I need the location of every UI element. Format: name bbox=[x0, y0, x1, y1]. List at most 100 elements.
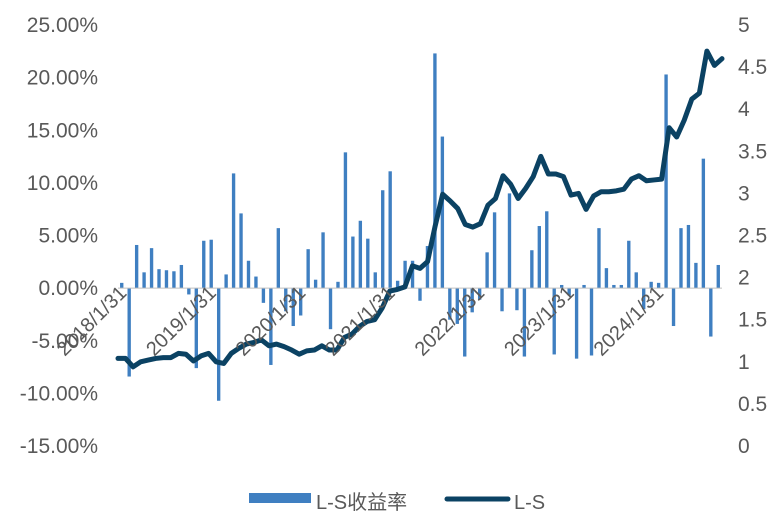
bar bbox=[142, 272, 146, 289]
bar bbox=[276, 228, 280, 289]
bar bbox=[343, 152, 348, 289]
bar bbox=[425, 246, 430, 289]
bar bbox=[679, 228, 683, 289]
line-path bbox=[115, 48, 725, 370]
y-left-tick-label: 20.00% bbox=[27, 67, 98, 90]
bar bbox=[671, 288, 676, 327]
y-right-tick-label: 4.5 bbox=[738, 56, 767, 79]
bar bbox=[604, 268, 609, 289]
bar bbox=[209, 239, 213, 289]
bar bbox=[589, 288, 594, 356]
bar bbox=[567, 288, 571, 296]
bar bbox=[134, 244, 139, 289]
bar bbox=[351, 236, 355, 289]
bar bbox=[649, 281, 653, 289]
y-left-tick-label: -5.00% bbox=[31, 330, 98, 353]
bar bbox=[373, 272, 377, 289]
bar bbox=[239, 213, 243, 289]
x-tick-label: 2021/1/31 bbox=[321, 282, 399, 360]
y-right-tick-label: 2 bbox=[738, 267, 750, 290]
bar bbox=[574, 288, 579, 359]
y-left-tick-label: 10.00% bbox=[27, 172, 98, 195]
bar bbox=[366, 238, 370, 289]
bar bbox=[291, 288, 295, 327]
bar bbox=[328, 288, 333, 330]
bar bbox=[477, 288, 482, 300]
bar bbox=[463, 288, 467, 357]
bar bbox=[410, 260, 415, 289]
bar bbox=[269, 288, 273, 365]
bar bbox=[552, 288, 556, 355]
y-left-tick-label: 15.00% bbox=[27, 119, 98, 142]
bar bbox=[284, 288, 288, 312]
y-left-tick-label: 0.00% bbox=[38, 277, 98, 300]
bar bbox=[656, 282, 661, 289]
bar bbox=[313, 279, 318, 289]
bar bbox=[492, 212, 497, 289]
bar bbox=[522, 288, 527, 357]
bar bbox=[433, 53, 437, 289]
bar bbox=[515, 288, 519, 311]
bar bbox=[418, 288, 422, 301]
bar bbox=[246, 260, 251, 289]
bar bbox=[336, 281, 340, 289]
bar bbox=[187, 288, 191, 295]
y-right-tick-label: 3.5 bbox=[738, 140, 767, 163]
bar bbox=[537, 226, 541, 289]
bar bbox=[627, 240, 631, 289]
y-left-tick-label: -15.00% bbox=[20, 435, 98, 458]
bar bbox=[164, 270, 169, 289]
bar bbox=[642, 288, 646, 310]
bar bbox=[299, 288, 303, 316]
bar bbox=[686, 224, 691, 289]
y-right-tick-label: 1 bbox=[738, 351, 750, 374]
bar bbox=[231, 173, 236, 289]
bar bbox=[388, 171, 392, 289]
bar bbox=[224, 274, 228, 289]
bar bbox=[381, 190, 385, 289]
x-tick-label: 2024/1/31 bbox=[590, 282, 668, 360]
bar bbox=[500, 288, 504, 312]
legend-bar-swatch bbox=[249, 493, 311, 503]
bar bbox=[470, 288, 474, 313]
legend-line-label: L-S bbox=[514, 492, 545, 514]
bar bbox=[216, 288, 221, 401]
line-series bbox=[115, 48, 725, 370]
y-right-tick-label: 4 bbox=[738, 98, 750, 121]
bar bbox=[358, 220, 363, 289]
bar bbox=[507, 193, 512, 289]
bar bbox=[179, 264, 184, 289]
y-right-tick-label: 1.5 bbox=[738, 309, 767, 332]
bar bbox=[560, 284, 564, 289]
bar bbox=[455, 288, 459, 324]
y-right-tick-label: 0.5 bbox=[738, 393, 767, 416]
y-left-tick-label: -10.00% bbox=[20, 382, 98, 405]
bar bbox=[612, 284, 616, 289]
y-right-tick-label: 0 bbox=[738, 435, 750, 458]
bar bbox=[194, 288, 198, 369]
bar bbox=[485, 252, 489, 289]
bar bbox=[127, 288, 131, 377]
bar bbox=[448, 288, 452, 320]
left-axis: 25.00% 20.00% 15.00% 10.00% 5.00% 0.00% -5.00%… bbox=[20, 14, 98, 458]
bar bbox=[694, 262, 698, 289]
bar bbox=[395, 280, 400, 289]
bar bbox=[321, 232, 325, 289]
x-tick-label: 2019/1/31 bbox=[142, 282, 220, 360]
bar bbox=[261, 288, 266, 303]
y-right-tick-label: 3 bbox=[738, 182, 750, 205]
bar-series bbox=[120, 53, 720, 401]
bar bbox=[202, 240, 206, 289]
bar bbox=[709, 288, 713, 337]
y-left-tick-label: 5.00% bbox=[38, 225, 98, 248]
bar bbox=[254, 276, 258, 289]
bar bbox=[664, 74, 668, 289]
bar bbox=[530, 250, 534, 289]
bar bbox=[545, 211, 549, 289]
y-right-tick-label: 5 bbox=[738, 14, 750, 37]
legend: L-S收益率 L-S bbox=[249, 491, 545, 514]
bar bbox=[701, 158, 706, 289]
bar bbox=[149, 248, 154, 289]
